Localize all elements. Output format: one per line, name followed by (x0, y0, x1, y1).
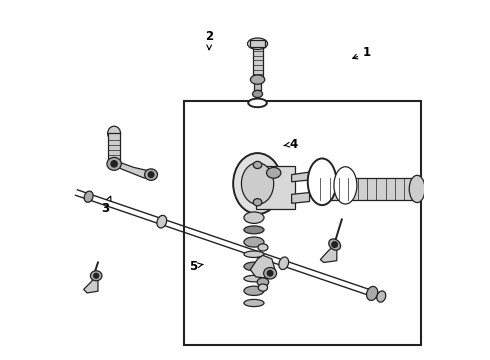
Polygon shape (320, 245, 337, 262)
Ellipse shape (444, 173, 465, 209)
Text: 1: 1 (353, 46, 371, 59)
Ellipse shape (308, 158, 337, 205)
Ellipse shape (367, 287, 378, 301)
Ellipse shape (457, 171, 470, 180)
Bar (254, 80, 261, 90)
Ellipse shape (458, 179, 480, 210)
Ellipse shape (409, 175, 425, 203)
Ellipse shape (244, 212, 264, 224)
Bar (252, 47, 263, 78)
Ellipse shape (247, 38, 268, 49)
Ellipse shape (248, 99, 267, 107)
Ellipse shape (244, 286, 264, 296)
Ellipse shape (244, 226, 264, 234)
Ellipse shape (157, 215, 167, 228)
Ellipse shape (244, 300, 264, 307)
Polygon shape (292, 172, 310, 182)
Ellipse shape (91, 271, 102, 281)
Ellipse shape (332, 242, 338, 247)
Ellipse shape (258, 284, 268, 291)
Ellipse shape (84, 191, 93, 202)
Polygon shape (292, 193, 310, 203)
Ellipse shape (267, 270, 273, 276)
Ellipse shape (253, 199, 262, 206)
Ellipse shape (257, 278, 269, 287)
Ellipse shape (334, 167, 357, 204)
Text: 5: 5 (189, 260, 203, 273)
Ellipse shape (244, 275, 264, 282)
Bar (108, 134, 120, 164)
Ellipse shape (148, 172, 154, 177)
Ellipse shape (258, 244, 268, 251)
Ellipse shape (250, 75, 265, 84)
Bar (184, 101, 421, 345)
Ellipse shape (464, 186, 475, 203)
Ellipse shape (107, 157, 122, 170)
Ellipse shape (233, 153, 282, 214)
Ellipse shape (253, 161, 262, 168)
Ellipse shape (377, 291, 386, 302)
Polygon shape (84, 278, 98, 293)
Bar (250, 40, 266, 47)
Ellipse shape (252, 90, 263, 98)
Polygon shape (250, 255, 275, 279)
Ellipse shape (279, 257, 289, 270)
Ellipse shape (267, 167, 281, 178)
Text: 4: 4 (284, 138, 297, 150)
Ellipse shape (108, 126, 121, 140)
Ellipse shape (264, 267, 276, 279)
Bar (317, 178, 417, 200)
Text: 3: 3 (101, 196, 111, 215)
Ellipse shape (244, 262, 264, 271)
Ellipse shape (244, 251, 264, 257)
Ellipse shape (94, 273, 98, 278)
Polygon shape (114, 160, 152, 178)
Ellipse shape (242, 163, 274, 204)
Ellipse shape (111, 161, 117, 167)
Text: 2: 2 (205, 30, 213, 50)
Ellipse shape (329, 239, 341, 250)
Ellipse shape (244, 237, 264, 247)
Bar (256, 166, 295, 209)
Ellipse shape (145, 169, 157, 180)
Ellipse shape (452, 172, 487, 217)
